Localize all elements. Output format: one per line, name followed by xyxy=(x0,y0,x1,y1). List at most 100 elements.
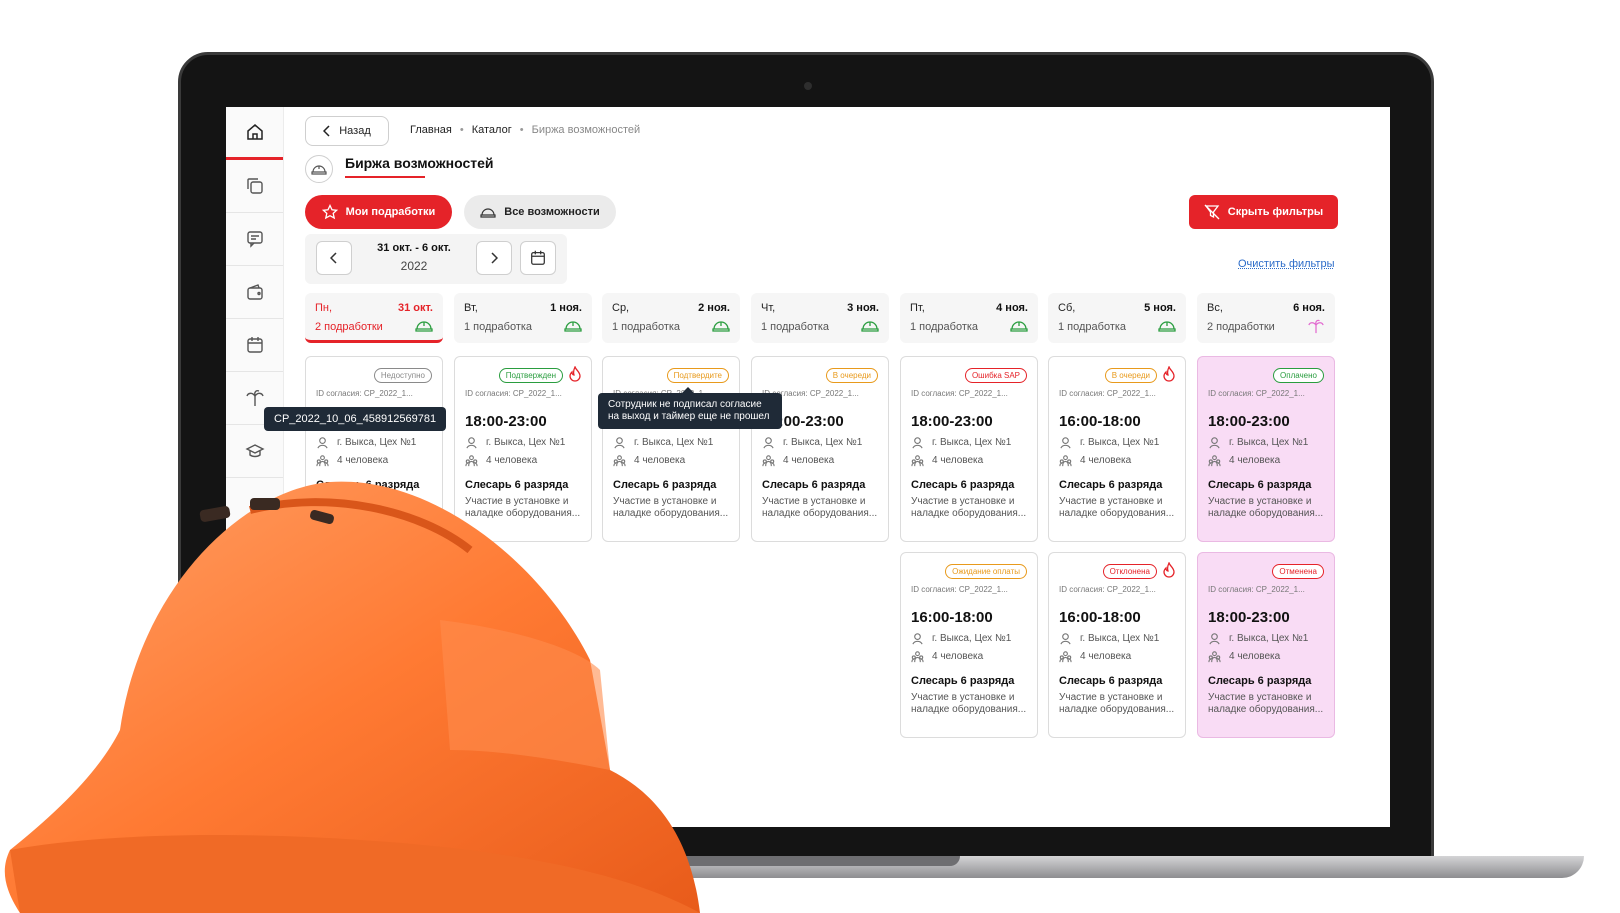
people-icon xyxy=(1208,651,1221,663)
day-header[interactable]: Вс, 6 ноя. 2 подработки xyxy=(1197,293,1335,343)
helmet-icon xyxy=(305,155,333,183)
day-header[interactable]: Чт, 3 ноя. 1 подработка xyxy=(751,293,889,343)
consent-id: ID согласия: СР_2022_1... xyxy=(762,389,859,398)
location-row: г. Выкса, Цех №1 xyxy=(762,436,862,449)
day-name: Сб, xyxy=(1058,302,1076,314)
back-button-label: Назад xyxy=(339,125,371,137)
back-button[interactable]: Назад xyxy=(305,116,389,146)
status-badge: В очереди xyxy=(825,368,878,383)
location-text: г. Выкса, Цех №1 xyxy=(337,437,417,448)
job-role: Слесарь 6 разряда xyxy=(911,479,1015,491)
all-opportunities-button[interactable]: Все возможности xyxy=(464,195,616,229)
all-opportunities-label: Все возможности xyxy=(504,206,600,218)
status-badge: Отменена xyxy=(1272,564,1324,579)
people-count: 4 человека xyxy=(1229,455,1281,466)
location-text: г. Выкса, Цех №1 xyxy=(1080,437,1160,448)
job-card[interactable]: Ошибка SAP ID согласия: СР_2022_1... 18:00… xyxy=(900,356,1038,542)
id-tooltip: СР_2022_10_06_458912569781 xyxy=(264,407,447,431)
people-row: 4 человека xyxy=(1059,650,1131,663)
shift-time: 18:00-23:00 xyxy=(1208,609,1290,626)
hide-filters-label: Скрыть фильтры xyxy=(1227,206,1324,218)
prev-week-button[interactable] xyxy=(316,241,352,275)
day-name: Ср, xyxy=(612,302,630,314)
location-pin-icon xyxy=(1209,437,1220,449)
sidebar-item-leisure[interactable] xyxy=(226,372,283,425)
sidebar-item-wallet[interactable] xyxy=(226,266,283,319)
consent-id: ID согласия: СР_2022_1... xyxy=(1208,585,1305,594)
shift-time: 18:00-23:00 xyxy=(465,413,547,430)
day-header[interactable]: Вт, 1 ноя. 1 подработка xyxy=(454,293,592,343)
clear-filters-link[interactable]: Очистить фильтры xyxy=(1238,258,1335,270)
location-row: г. Выкса, Цех №1 xyxy=(1059,632,1159,645)
day-date: 5 ноя. xyxy=(1144,302,1176,314)
consent-id: ID согласия: СР_2022_1... xyxy=(1208,389,1305,398)
day-header[interactable]: Ср, 2 ноя. 1 подработка xyxy=(602,293,740,343)
location-pin-icon xyxy=(1209,633,1220,645)
people-row: 4 человека xyxy=(465,454,537,467)
location-pin-icon xyxy=(763,437,774,449)
fire-icon xyxy=(1163,562,1175,578)
status-badge: В очереди xyxy=(1104,368,1157,383)
job-role: Слесарь 6 разряда xyxy=(1059,675,1163,687)
job-card[interactable]: Отменена ID согласия: СР_2022_1... 18:00-2… xyxy=(1197,552,1335,738)
day-header[interactable]: Сб, 5 ноя. 1 подработка xyxy=(1048,293,1186,343)
chevron-left-icon xyxy=(330,252,337,264)
people-count: 4 человека xyxy=(1229,651,1281,662)
day-header[interactable]: Пт, 4 ноя. 1 подработка xyxy=(900,293,1038,343)
sidebar-item-copies[interactable] xyxy=(226,160,283,213)
job-card[interactable]: Подтвержден ID согласия: СР_2022_1... 18:0… xyxy=(454,356,592,542)
people-row: 4 человека xyxy=(1208,454,1280,467)
location-pin-icon xyxy=(912,437,923,449)
calendar-icon xyxy=(246,337,263,353)
location-pin-icon xyxy=(317,437,328,449)
job-role: Слесарь 6 разряда xyxy=(613,479,717,491)
sidebar-item-home[interactable] xyxy=(226,107,283,160)
people-row: 4 человека xyxy=(762,454,834,467)
job-card[interactable]: Ожидание оплаты ID согласия: СР_2022_1...… xyxy=(900,552,1038,738)
my-jobs-button[interactable]: Мои подработки xyxy=(305,195,452,229)
helmet-icon xyxy=(480,208,496,218)
sidebar-item-education[interactable] xyxy=(226,425,283,478)
job-role: Слесарь 6 разряда xyxy=(465,479,569,491)
shift-time: 18:00-23:00 xyxy=(762,413,844,430)
breadcrumb-home[interactable]: Главная xyxy=(410,124,452,136)
day-job-count: 1 подработка xyxy=(464,321,533,333)
people-count: 4 человека xyxy=(486,455,538,466)
people-icon xyxy=(1208,455,1221,467)
next-week-button[interactable] xyxy=(476,241,512,275)
job-role: Слесарь 6 разряда xyxy=(1059,479,1163,491)
calendar-picker-button[interactable] xyxy=(520,241,556,275)
location-pin-icon xyxy=(1060,437,1071,449)
job-description: Участие в установке и наладке оборудован… xyxy=(762,496,878,519)
location-row: г. Выкса, Цех №1 xyxy=(613,436,713,449)
page-title: Биржа возможностей xyxy=(345,155,494,171)
people-count: 4 человека xyxy=(634,455,686,466)
job-card[interactable]: Отклонена ID согласия: СР_2022_1... 16:00-… xyxy=(1048,552,1186,738)
shift-time: 16:00-18:00 xyxy=(1059,609,1141,626)
hide-filters-button[interactable]: Скрыть фильтры xyxy=(1189,195,1338,229)
location-row: г. Выкса, Цех №1 xyxy=(1059,436,1159,449)
consent-id: ID согласия: СР_2022_1... xyxy=(911,389,1008,398)
location-row: г. Выкса, Цех №1 xyxy=(465,436,565,449)
location-text: г. Выкса, Цех №1 xyxy=(634,437,714,448)
day-header[interactable]: Пн, 31 окт. 2 подработки xyxy=(305,293,443,343)
job-role: Слесарь 6 разряда xyxy=(911,675,1015,687)
job-card[interactable]: В очереди ID согласия: СР_2022_1... 18:00-… xyxy=(751,356,889,542)
day-job-count: 2 подработки xyxy=(1207,321,1275,333)
breadcrumb-catalog[interactable]: Каталог xyxy=(471,124,512,136)
location-text: г. Выкса, Цех №1 xyxy=(486,437,566,448)
day-name: Пт, xyxy=(910,302,925,314)
sidebar-item-messages[interactable] xyxy=(226,213,283,266)
fire-icon xyxy=(1163,366,1175,382)
laptop-camera xyxy=(804,82,812,90)
status-badge: Отклонена xyxy=(1102,564,1157,579)
copy-icon xyxy=(246,178,263,194)
sidebar-item-calendar[interactable] xyxy=(226,319,283,372)
job-card[interactable]: Оплачено ID согласия: СР_2022_1... 18:00-2… xyxy=(1197,356,1335,542)
job-role: Слесарь 6 разряда xyxy=(1208,479,1312,491)
job-card[interactable]: В очереди ID согласия: СР_2022_1... 16:00-… xyxy=(1048,356,1186,542)
breadcrumb-separator: • xyxy=(519,124,524,136)
day-name: Чт, xyxy=(761,302,776,314)
people-row: 4 человека xyxy=(1059,454,1131,467)
people-count: 4 человека xyxy=(932,455,984,466)
